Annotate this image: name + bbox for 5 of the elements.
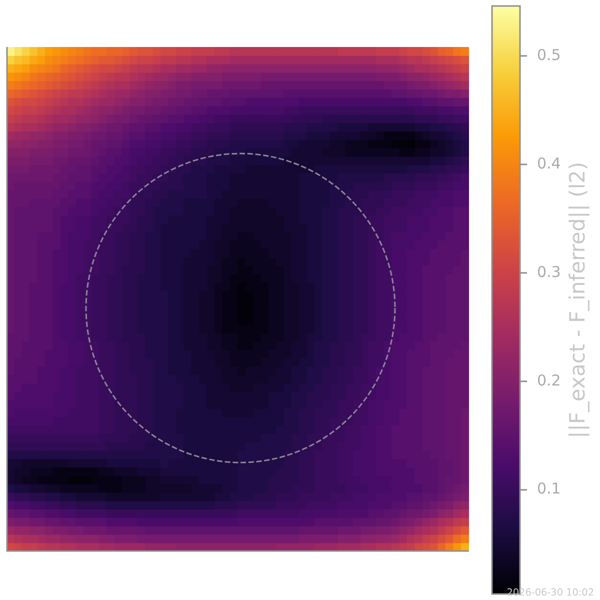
color-bar-label: 0.1 xyxy=(537,480,561,498)
color-bar-label: 0.3 xyxy=(537,262,561,281)
color-bar-label: 0.2 xyxy=(537,371,561,390)
color-bar-label: 0.5 xyxy=(537,46,561,64)
color-bar-label: 0.4 xyxy=(537,154,561,172)
